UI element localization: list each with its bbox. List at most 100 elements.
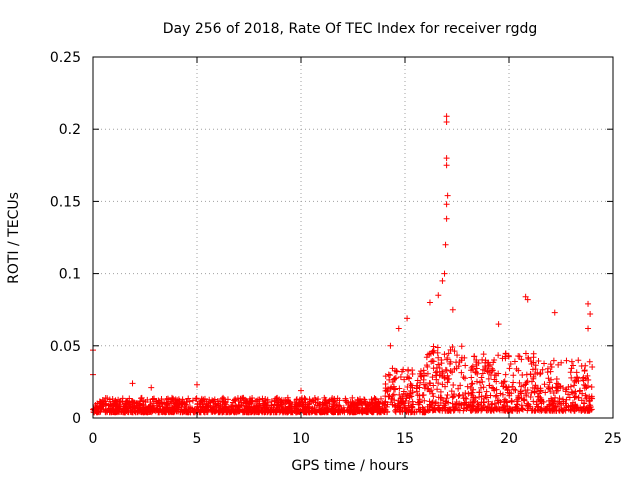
- data-point: [442, 400, 449, 407]
- data-point: [457, 382, 464, 389]
- data-point: [210, 403, 217, 410]
- data-point: [518, 383, 525, 390]
- data-point: [480, 395, 487, 402]
- data-point-peak: [524, 296, 531, 303]
- data-point: [586, 404, 593, 411]
- data-point: [539, 366, 546, 373]
- data-point: [131, 403, 138, 410]
- data-point: [478, 407, 485, 414]
- data-point: [565, 403, 572, 410]
- data-point: [584, 372, 591, 379]
- data-point: [538, 396, 545, 403]
- data-point: [429, 390, 436, 397]
- data-point: [550, 357, 557, 364]
- data-point: [453, 365, 460, 372]
- data-point: [402, 391, 409, 398]
- data-point: [460, 405, 467, 412]
- data-point: [429, 374, 436, 381]
- data-point: [573, 369, 580, 376]
- data-point: [389, 392, 396, 399]
- data-point: [152, 408, 159, 415]
- data-point: [429, 399, 436, 406]
- data-point: [546, 379, 553, 386]
- data-point: [507, 407, 514, 414]
- data-point: [256, 396, 263, 403]
- data-point: [508, 398, 515, 405]
- data-point: [215, 398, 222, 405]
- data-point: [472, 405, 479, 412]
- data-point: [156, 409, 163, 416]
- data-point: [408, 404, 415, 411]
- data-point: [387, 399, 394, 406]
- data-point: [386, 376, 393, 383]
- data-point: [480, 351, 487, 358]
- y-axis-label: ROTI / TECUs: [6, 192, 22, 284]
- data-point: [283, 407, 290, 414]
- axis-ticks: [92, 56, 614, 419]
- data-point: [240, 394, 247, 401]
- data-point: [273, 409, 280, 416]
- data-point: [583, 395, 590, 402]
- data-point: [192, 395, 199, 402]
- data-point: [462, 362, 469, 369]
- data-point: [423, 362, 430, 369]
- data-point: [268, 401, 275, 408]
- data-point: [484, 407, 491, 414]
- data-point: [190, 408, 197, 415]
- data-point: [430, 382, 437, 389]
- data-point: [171, 403, 178, 410]
- data-point: [589, 363, 596, 370]
- y-tick-label: 0: [72, 411, 81, 427]
- data-point: [570, 362, 577, 369]
- data-point: [548, 364, 555, 371]
- data-point: [251, 409, 258, 416]
- data-point: [204, 400, 211, 407]
- data-point: [518, 405, 525, 412]
- data-point: [179, 396, 186, 403]
- data-point: [525, 401, 532, 408]
- data-point: [320, 399, 327, 406]
- data-point: [452, 401, 459, 408]
- data-point: [444, 379, 451, 386]
- data-point: [572, 388, 579, 395]
- data-point: [398, 368, 405, 375]
- data-point: [462, 390, 469, 397]
- data-point: [187, 404, 194, 411]
- data-point: [489, 400, 496, 407]
- data-point: [485, 363, 492, 370]
- data-point: [582, 392, 589, 399]
- data-point: [489, 367, 496, 374]
- data-point: [516, 394, 523, 401]
- data-point: [205, 406, 212, 413]
- data-point: [168, 408, 175, 415]
- data-point: [367, 401, 374, 408]
- data-point: [468, 407, 475, 414]
- data-point: [537, 385, 544, 392]
- data-point: [516, 379, 523, 386]
- data-point: [235, 408, 242, 415]
- data-point: [574, 374, 581, 381]
- data-point: [164, 399, 171, 406]
- data-point: [116, 403, 123, 410]
- data-point-peak: [585, 325, 592, 332]
- data-point: [413, 385, 420, 392]
- data-point: [416, 392, 423, 399]
- data-point: [520, 382, 527, 389]
- data-point: [409, 398, 416, 405]
- data-point: [173, 402, 180, 409]
- data-point: [450, 382, 457, 389]
- data-point-peak: [443, 215, 450, 222]
- data-point: [517, 389, 524, 396]
- data-point: [556, 395, 563, 402]
- data-point: [194, 400, 201, 407]
- data-point: [489, 365, 496, 372]
- data-point: [478, 374, 485, 381]
- data-point: [387, 372, 394, 379]
- plot-frame: [92, 56, 614, 419]
- data-point: [326, 397, 333, 404]
- data-point: [432, 369, 439, 376]
- x-tick-label: 5: [193, 431, 202, 447]
- data-point: [362, 400, 369, 407]
- data-point: [448, 388, 455, 395]
- data-point: [479, 406, 486, 413]
